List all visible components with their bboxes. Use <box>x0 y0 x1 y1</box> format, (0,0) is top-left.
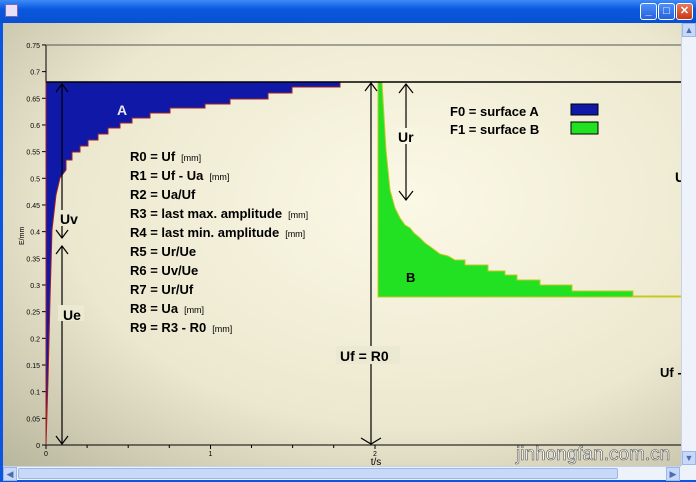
watermark: jinhongfan.com.cn <box>515 444 670 465</box>
y-tick-label: 0.35 <box>26 256 40 263</box>
scroll-down-button[interactable]: ▼ <box>682 451 696 465</box>
maximize-button[interactable]: □ <box>658 3 675 20</box>
legend-swatch-a <box>570 103 599 116</box>
formula-list: R0 = Uf [mm] R1 = Uf - Ua [mm] R2 = Ua/Uf R3 … <box>130 149 308 335</box>
formula-text: R1 = Uf - Ua <box>130 168 204 183</box>
right-u-label: U <box>675 169 681 185</box>
right-uf-label: Uf - <box>660 365 681 380</box>
legend-swatch-b <box>570 121 599 135</box>
formula-text: R8 = Ua <box>130 301 179 316</box>
x-axis: 0 1 2 <box>44 445 377 458</box>
formula-text: R6 = Uv/Ue <box>130 263 198 278</box>
y-tick-label: 0.4 <box>30 230 40 237</box>
y-tick-label: 0.3 <box>30 283 40 290</box>
x-tick-label: 2 <box>373 451 377 458</box>
horizontal-scrollbar[interactable]: ◀ ▶ <box>3 466 681 481</box>
formula-item: R4 = last min. amplitude [mm] <box>130 225 305 240</box>
formula-text: R2 = Ua/Uf <box>130 187 196 202</box>
surface-b <box>377 81 681 298</box>
formula-text: R3 = last max. amplitude <box>130 206 282 221</box>
y-tick-label: 0.15 <box>26 363 40 370</box>
y-tick-label: 0.2 <box>30 336 40 343</box>
formula-item: R3 = last max. amplitude [mm] <box>130 206 308 221</box>
x-tick-label: 0 <box>44 451 48 458</box>
y-tick-label: 0.55 <box>26 150 40 157</box>
uf-label-bg <box>336 346 400 364</box>
formula-unit: [mm] <box>288 210 308 220</box>
formula-text: R0 = Uf <box>130 149 176 164</box>
y-tick-label: 0.5 <box>30 176 40 183</box>
formula-item: R2 = Ua/Uf <box>130 187 196 202</box>
formula-item: R0 = Uf [mm] <box>130 149 201 164</box>
ue-label: Ue <box>63 307 81 323</box>
surface-a <box>45 81 341 446</box>
close-button[interactable]: ✕ <box>676 3 693 20</box>
formula-text: R9 = R3 - R0 <box>130 320 206 335</box>
resize-grip[interactable] <box>681 466 696 480</box>
y-tick-label: 0.65 <box>26 96 40 103</box>
area-b-label: B <box>406 270 415 285</box>
horizontal-scroll-thumb[interactable] <box>18 468 618 479</box>
ur-label-bg <box>396 128 418 144</box>
formula-text: R7 = Ur/Uf <box>130 282 194 297</box>
minimize-button[interactable]: _ <box>640 3 657 20</box>
formula-item: R9 = R3 - R0 [mm] <box>130 320 232 335</box>
y-tick-label: 0.7 <box>30 70 40 77</box>
formula-unit: [mm] <box>212 324 232 334</box>
scroll-up-button[interactable]: ▲ <box>682 23 696 37</box>
y-tick-label: 0.1 <box>30 390 40 397</box>
formula-item: R8 = Ua [mm] <box>130 301 204 316</box>
area-a-label: A <box>117 102 127 118</box>
x-axis-label: t/s <box>371 457 382 466</box>
formula-item: R1 = Uf - Ua [mm] <box>130 168 229 183</box>
scroll-left-button[interactable]: ◀ <box>3 467 17 481</box>
formula-unit: [mm] <box>184 305 204 315</box>
x-tick-label: 1 <box>209 451 213 458</box>
ue-label-bg <box>58 305 84 321</box>
formula-item: R6 = Uv/Ue <box>130 263 198 278</box>
y-tick-label: 0.45 <box>26 203 40 210</box>
uv-label: Uv <box>60 211 78 227</box>
y-tick-label: 0.75 <box>26 43 40 50</box>
y-axis-label: E/mm <box>19 227 26 245</box>
legend: F0 = surface A F1 = surface B <box>450 103 599 137</box>
formula-unit: [mm] <box>285 229 305 239</box>
uf-r0-label: Uf = R0 <box>340 348 389 364</box>
y-tick-label: 0 <box>36 443 40 450</box>
scroll-right-button[interactable]: ▶ <box>666 467 680 481</box>
legend-f0: F0 = surface A <box>450 104 539 119</box>
y-tick-label: 0.25 <box>26 310 40 317</box>
title-bar[interactable]: _ □ ✕ <box>0 0 696 23</box>
legend-f1: F1 = surface B <box>450 122 539 137</box>
formula-text: R4 = last min. amplitude <box>130 225 279 240</box>
formula-unit: [mm] <box>209 172 229 182</box>
formula-text: R5 = Ur/Ue <box>130 244 196 259</box>
vertical-scrollbar[interactable]: ▲ ▼ <box>681 23 696 466</box>
y-axis: 0 0.05 0.1 0.15 0.2 0.25 0.3 0.35 0.4 0.45 0.5 0.55… <box>26 43 46 450</box>
diagram-svg: 0 0.05 0.1 0.15 0.2 0.25 0.3 0.35 0.4 0.45 0.5 0.55… <box>19 43 681 466</box>
formula-unit: [mm] <box>181 153 201 163</box>
uv-label-bg <box>55 210 81 226</box>
formula-item: R5 = Ur/Ue <box>130 244 196 259</box>
diagram-canvas: 0 0.05 0.1 0.15 0.2 0.25 0.3 0.35 0.4 0.45 0.5 0.55… <box>3 23 681 466</box>
app-icon[interactable] <box>5 4 18 17</box>
arrows <box>55 82 414 445</box>
y-tick-label: 0.6 <box>30 123 40 130</box>
formula-item: R7 = Ur/Uf <box>130 282 194 297</box>
ur-label: Ur <box>398 129 414 145</box>
y-tick-label: 0.05 <box>26 416 40 423</box>
